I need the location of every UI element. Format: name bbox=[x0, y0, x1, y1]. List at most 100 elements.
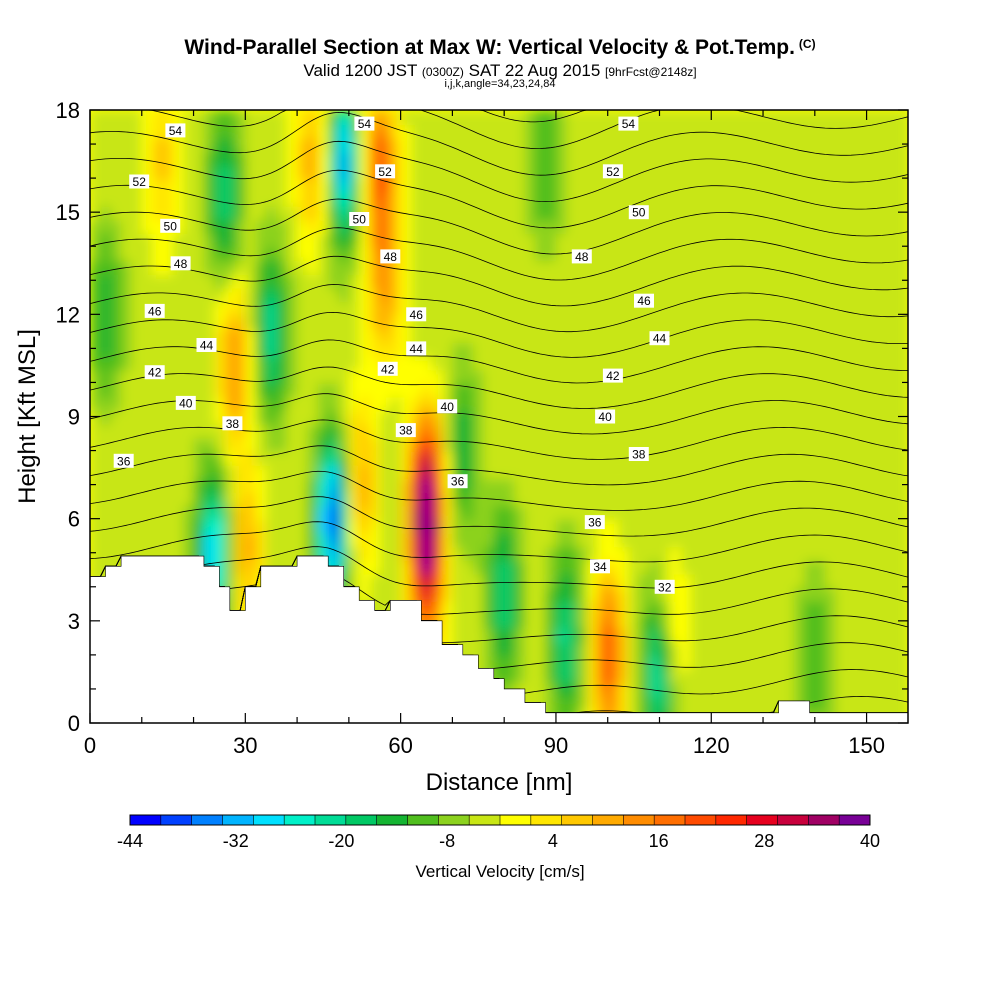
field-cell bbox=[825, 382, 838, 398]
field-cell bbox=[804, 600, 817, 616]
field-cell bbox=[442, 123, 454, 139]
field-cell bbox=[141, 382, 154, 398]
field-cell bbox=[576, 314, 589, 330]
field-cell bbox=[856, 328, 869, 344]
field-cell bbox=[297, 532, 309, 548]
field-cell bbox=[504, 545, 517, 561]
field-cell bbox=[121, 423, 133, 439]
field-cell bbox=[172, 409, 185, 425]
field-cell bbox=[266, 545, 278, 561]
field-cell bbox=[721, 654, 734, 670]
field-cell bbox=[493, 110, 506, 126]
field-cell bbox=[783, 545, 796, 561]
field-cell bbox=[794, 137, 806, 153]
field-cell bbox=[235, 232, 247, 248]
field-cell bbox=[566, 219, 579, 235]
field-cell bbox=[845, 137, 858, 153]
field-cell bbox=[711, 219, 724, 235]
field-cell bbox=[897, 545, 908, 561]
field-cell bbox=[214, 178, 227, 194]
field-cell bbox=[203, 505, 216, 521]
field-cell bbox=[359, 246, 372, 262]
field-cell bbox=[628, 518, 641, 534]
field-cell bbox=[732, 382, 744, 398]
field-cell bbox=[224, 545, 237, 561]
field-cell bbox=[504, 382, 517, 398]
field-cell bbox=[307, 273, 320, 289]
field-cell bbox=[845, 110, 858, 126]
field-cell bbox=[649, 491, 661, 507]
field-cell bbox=[700, 314, 713, 330]
field-cell bbox=[431, 423, 444, 439]
field-cell bbox=[359, 491, 372, 507]
field-cell bbox=[338, 491, 351, 507]
field-cell bbox=[462, 123, 475, 139]
field-cell bbox=[732, 123, 744, 139]
field-cell bbox=[659, 586, 672, 602]
field-cell bbox=[742, 464, 755, 480]
field-cell bbox=[690, 586, 703, 602]
field-cell bbox=[711, 559, 724, 575]
field-cell bbox=[711, 450, 724, 466]
field-cell bbox=[607, 600, 620, 616]
field-cell bbox=[825, 246, 838, 262]
field-cell bbox=[379, 600, 392, 616]
field-cell bbox=[732, 600, 744, 616]
y-tick-label: 3 bbox=[68, 609, 80, 634]
field-cell bbox=[669, 368, 682, 384]
field-cell bbox=[545, 137, 558, 153]
field-cell bbox=[493, 273, 506, 289]
field-cell bbox=[121, 436, 133, 452]
field-cell bbox=[794, 573, 806, 589]
field-cell bbox=[411, 532, 423, 548]
field-cell bbox=[856, 205, 869, 221]
field-cell bbox=[887, 178, 900, 194]
field-cell bbox=[379, 491, 392, 507]
field-cell bbox=[866, 150, 879, 166]
field-cell bbox=[483, 382, 496, 398]
field-cell bbox=[369, 273, 382, 289]
field-cell bbox=[628, 600, 641, 616]
field-cell bbox=[483, 341, 496, 357]
field-cell bbox=[732, 695, 744, 711]
field-cell bbox=[359, 328, 372, 344]
colorbar-tick-label: 16 bbox=[649, 831, 669, 851]
field-cell bbox=[514, 382, 527, 398]
field-cell bbox=[649, 682, 661, 698]
field-cell bbox=[669, 518, 682, 534]
field-cell bbox=[814, 668, 827, 684]
field-cell bbox=[297, 518, 309, 534]
field-cell bbox=[483, 219, 496, 235]
field-cell bbox=[131, 423, 144, 439]
field-cell bbox=[348, 532, 361, 548]
field-cell bbox=[141, 273, 154, 289]
field-cell bbox=[203, 328, 216, 344]
field-cell bbox=[442, 314, 454, 330]
field-cell bbox=[680, 532, 693, 548]
field-cell bbox=[504, 355, 517, 371]
field-cell bbox=[328, 505, 341, 521]
field-cell bbox=[193, 137, 206, 153]
field-cell bbox=[773, 682, 786, 698]
field-cell bbox=[390, 123, 403, 139]
field-cell bbox=[804, 518, 817, 534]
field-cell bbox=[866, 232, 879, 248]
field-cell bbox=[297, 191, 309, 207]
field-cell bbox=[587, 614, 599, 630]
field-cell bbox=[245, 505, 258, 521]
colorbar-segment bbox=[222, 815, 254, 825]
field-cell bbox=[193, 314, 206, 330]
field-cell bbox=[566, 600, 579, 616]
field-cell bbox=[721, 219, 734, 235]
field-cell bbox=[493, 150, 506, 166]
field-cell bbox=[328, 164, 341, 180]
field-cell bbox=[317, 150, 330, 166]
field-cell bbox=[763, 450, 775, 466]
field-cell bbox=[266, 477, 278, 493]
field-cell bbox=[618, 328, 630, 344]
field-cell bbox=[566, 150, 579, 166]
field-cell bbox=[193, 518, 206, 534]
field-cell bbox=[587, 668, 599, 684]
field-cell bbox=[348, 505, 361, 521]
field-cell bbox=[442, 368, 454, 384]
